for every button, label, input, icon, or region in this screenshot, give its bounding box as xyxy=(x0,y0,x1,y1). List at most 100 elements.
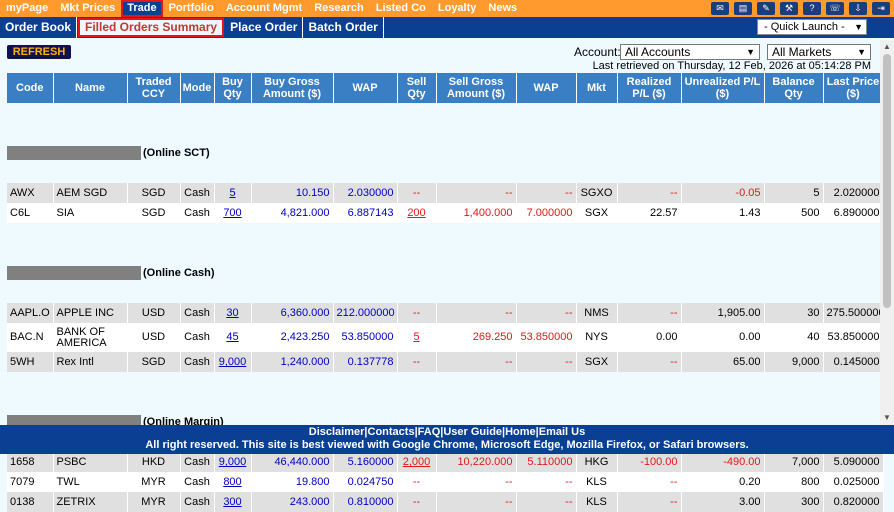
help-icon[interactable]: ? xyxy=(803,2,821,15)
nav-mkt-prices[interactable]: Mkt Prices xyxy=(60,2,116,14)
section-cell: (Online SCT) xyxy=(7,143,883,163)
cell-ccy: MYR xyxy=(127,492,181,512)
footer-link-email-us[interactable]: Email Us xyxy=(538,426,586,438)
logout-icon[interactable]: ⇥ xyxy=(872,2,890,15)
cell-buy-wap: 212.000000 xyxy=(333,303,398,323)
cell-ccy: SGD xyxy=(127,352,181,372)
nav-trade[interactable]: Trade xyxy=(121,0,163,17)
cell-sell-wap: 53.850000 xyxy=(516,323,577,352)
cell-buy-gross: 4,821.000 xyxy=(251,203,334,223)
news-icon[interactable]: ▤ xyxy=(734,2,752,15)
cell-sell-wap: -- xyxy=(516,183,577,203)
col-buy-gross: Buy Gross Amount ($) xyxy=(251,73,334,103)
section-title: (Online SCT) xyxy=(143,147,210,159)
nav-loyalty[interactable]: Loyalty xyxy=(437,2,477,14)
nav-mypage[interactable]: myPage xyxy=(6,2,49,14)
spacer-cell xyxy=(7,123,883,143)
tab-order-book[interactable]: Order Book xyxy=(0,17,78,38)
tab-place-order[interactable]: Place Order xyxy=(225,17,304,38)
cell-unrealized-pl: 1.43 xyxy=(681,203,765,223)
spacer-row xyxy=(7,223,883,243)
section-row: (Online SCT) xyxy=(7,143,883,163)
cell-buy-wap: 5.160000 xyxy=(333,452,398,472)
footer-link-home[interactable]: Home xyxy=(505,426,536,438)
tab-filled-orders-summary[interactable]: Filled Orders Summary xyxy=(78,18,225,37)
cell-unrealized-pl: 1,905.00 xyxy=(681,303,765,323)
cell-sell-qty: -- xyxy=(397,183,437,203)
cell-name: PSBC xyxy=(53,452,128,472)
edit-icon[interactable]: ✎ xyxy=(757,2,775,15)
nav-research[interactable]: Research xyxy=(314,2,364,14)
cell-buy-wap: 2.030000 xyxy=(333,183,398,203)
nav-portfolio[interactable]: Portfolio xyxy=(168,2,214,14)
footer-link-disclaimer[interactable]: Disclaimer xyxy=(308,426,365,438)
col-name: Name xyxy=(53,73,128,103)
cell-realized-pl: 22.57 xyxy=(617,203,682,223)
quick-launch-select[interactable]: - Quick Launch - ▼ xyxy=(757,19,867,35)
cell-mode: Cash xyxy=(180,183,215,203)
account-select[interactable]: All Accounts ▼ xyxy=(620,44,760,60)
cell-last-price: 53.850000 xyxy=(823,323,884,352)
cell-sell-wap: -- xyxy=(516,472,577,492)
download-icon[interactable]: ⇩ xyxy=(849,2,867,15)
cell-mode: Cash xyxy=(180,323,215,352)
table-row: C6L SIA SGD Cash 700 4,821.000 6.887143 200 1,40… xyxy=(7,203,884,223)
footer-link-user-guide[interactable]: User Guide xyxy=(443,426,503,438)
cell-buy-qty[interactable]: 5 xyxy=(214,183,252,203)
cell-last-price: 0.145000 xyxy=(823,352,884,372)
spacer-row xyxy=(7,283,883,303)
footer-link-faq[interactable]: FAQ xyxy=(417,426,441,438)
scroll-down-icon[interactable]: ▼ xyxy=(883,413,891,422)
cell-buy-qty[interactable]: 700 xyxy=(214,203,252,223)
cell-buy-qty[interactable]: 300 xyxy=(214,492,252,512)
cell-balance-qty: 40 xyxy=(764,323,824,352)
cell-unrealized-pl: -490.00 xyxy=(681,452,765,472)
spacer-row xyxy=(7,163,883,183)
cell-name: SIA xyxy=(53,203,128,223)
cell-sell-qty[interactable]: 2,000 xyxy=(397,452,437,472)
sub-nav: Order Book Filled Orders Summary Place O… xyxy=(0,17,894,38)
tab-batch-order[interactable]: Batch Order xyxy=(303,17,384,38)
cell-balance-qty: 5 xyxy=(764,183,824,203)
cell-name: ZETRIX xyxy=(53,492,128,512)
cell-buy-qty[interactable]: 9,000 xyxy=(214,352,252,372)
cell-buy-qty[interactable]: 30 xyxy=(214,303,252,323)
cell-unrealized-pl: -0.05 xyxy=(681,183,765,203)
redacted-account-bar xyxy=(7,146,141,160)
cell-sell-qty[interactable]: 5 xyxy=(397,323,437,352)
cell-mode: Cash xyxy=(180,303,215,323)
spacer-row xyxy=(7,123,883,143)
cell-code: BAC.N xyxy=(7,323,54,352)
nav-listed-co[interactable]: Listed Co xyxy=(375,2,426,14)
cell-sell-gross: 1,400.000 xyxy=(436,203,517,223)
market-select[interactable]: All Markets ▼ xyxy=(767,44,871,60)
cell-mkt: SGXO xyxy=(576,183,618,203)
cell-mode: Cash xyxy=(180,452,215,472)
cell-buy-qty[interactable]: 45 xyxy=(214,323,252,352)
cell-sell-qty[interactable]: 200 xyxy=(397,203,437,223)
contact-icon[interactable]: ☏ xyxy=(826,2,844,15)
cell-ccy: SGD xyxy=(127,183,181,203)
scroll-up-icon[interactable]: ▲ xyxy=(883,42,891,51)
nav-news[interactable]: News xyxy=(488,2,518,14)
section-row: (Online Cash) xyxy=(7,263,883,283)
filled-orders-table: Code Name Traded CCY Mode Buy Qty Buy Gr… xyxy=(7,73,884,512)
cell-buy-gross: 19.800 xyxy=(251,472,334,492)
cell-sell-gross: -- xyxy=(436,472,517,492)
col-code: Code xyxy=(7,73,54,103)
cell-name: Rex Intl xyxy=(53,352,128,372)
footer-link-contacts[interactable]: Contacts xyxy=(367,426,415,438)
tools-icon[interactable]: ⚒ xyxy=(780,2,798,15)
refresh-button[interactable]: REFRESH xyxy=(7,45,71,59)
cell-mode: Cash xyxy=(180,203,215,223)
message-icon[interactable]: ✉ xyxy=(711,2,729,15)
cell-sell-qty: -- xyxy=(397,303,437,323)
cell-buy-gross: 2,423.250 xyxy=(251,323,334,352)
nav-account-mgmt[interactable]: Account Mgmt xyxy=(225,2,303,14)
cell-buy-gross: 6,360.000 xyxy=(251,303,334,323)
scrollbar[interactable]: ▲ ▼ xyxy=(880,40,894,425)
scroll-thumb[interactable] xyxy=(883,54,891,308)
cell-last-price: 275.500000 xyxy=(823,303,884,323)
cell-buy-qty[interactable]: 800 xyxy=(214,472,252,492)
cell-buy-qty[interactable]: 9,000 xyxy=(214,452,252,472)
